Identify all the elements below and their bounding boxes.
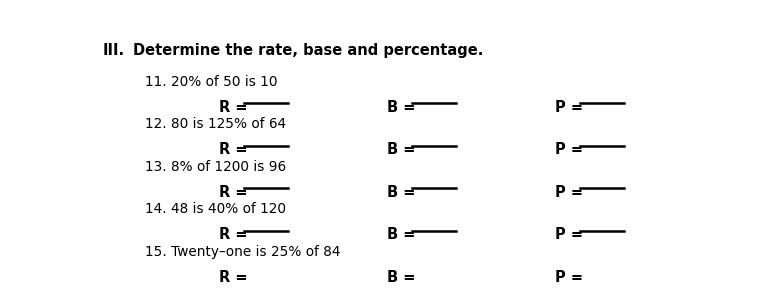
Text: 13. 8% of 1200 is 96: 13. 8% of 1200 is 96: [145, 160, 286, 174]
Text: R =: R =: [219, 142, 247, 157]
Text: P =: P =: [556, 270, 583, 285]
Text: 11. 20% of 50 is 10: 11. 20% of 50 is 10: [145, 75, 278, 89]
Text: B =: B =: [387, 270, 416, 285]
Text: B =: B =: [387, 227, 416, 242]
Text: R =: R =: [219, 100, 247, 115]
Text: P =: P =: [556, 227, 583, 242]
Text: P =: P =: [556, 142, 583, 157]
Text: B =: B =: [387, 142, 416, 157]
Text: R =: R =: [219, 227, 247, 242]
Text: 15. Twenty–one is 25% of 84: 15. Twenty–one is 25% of 84: [145, 245, 341, 259]
Text: 12. 80 is 125% of 64: 12. 80 is 125% of 64: [145, 117, 286, 131]
Text: P =: P =: [556, 100, 583, 115]
Text: P =: P =: [556, 185, 583, 200]
Text: R =: R =: [219, 185, 247, 200]
Text: 14. 48 is 40% of 120: 14. 48 is 40% of 120: [145, 202, 286, 216]
Text: B =: B =: [387, 185, 416, 200]
Text: Determine the rate, base and percentage.: Determine the rate, base and percentage.: [133, 43, 484, 58]
Text: B =: B =: [387, 100, 416, 115]
Text: III.: III.: [103, 43, 125, 58]
Text: R =: R =: [219, 270, 247, 285]
